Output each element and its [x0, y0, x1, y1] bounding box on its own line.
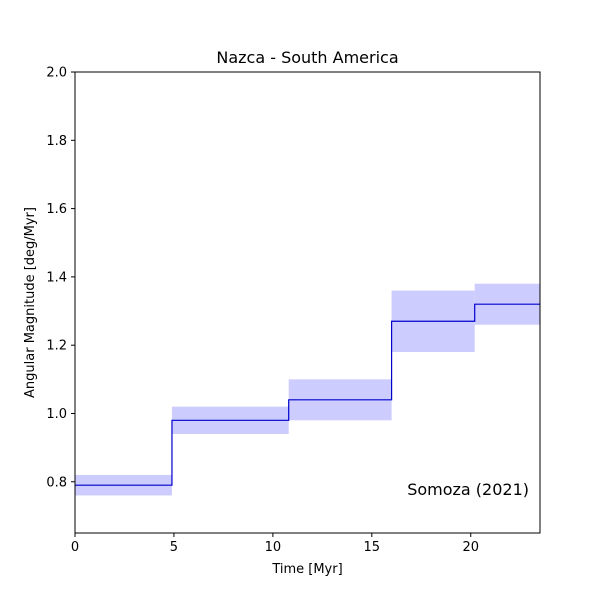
y-tick-label: 1.6: [46, 202, 67, 217]
x-tick-label: 10: [265, 540, 282, 555]
x-tick-label: 0: [71, 540, 79, 555]
y-tick-label: 1.4: [46, 270, 67, 285]
y-axis-label: Angular Magnitude [deg/Myr]: [23, 207, 38, 398]
x-tick-label: 15: [364, 540, 381, 555]
y-tick-label: 1.8: [46, 134, 67, 149]
step-series: [75, 303, 540, 486]
y-axis-ticks: 0.8 1.0 1.2 1.4 1.6 1.8 2.0: [46, 66, 75, 490]
source-annotation: Somoza (2021): [407, 480, 529, 499]
x-tick-label: 20: [462, 540, 479, 555]
y-tick-label: 1.2: [46, 339, 67, 354]
x-tick-label: 5: [170, 540, 178, 555]
chart-title: Nazca - South America: [216, 48, 398, 67]
y-tick-label: 0.8: [46, 475, 67, 490]
x-axis-label: Time [Myr]: [271, 562, 342, 577]
y-tick-label: 2.0: [46, 66, 67, 81]
uncertainty-bands: [75, 283, 540, 496]
plot-frame: [74, 71, 541, 534]
x-axis-ticks: 0 5 10 15 20: [71, 533, 479, 555]
y-tick-label: 1.0: [46, 407, 67, 422]
angular-magnitude-line: [75, 303, 540, 486]
